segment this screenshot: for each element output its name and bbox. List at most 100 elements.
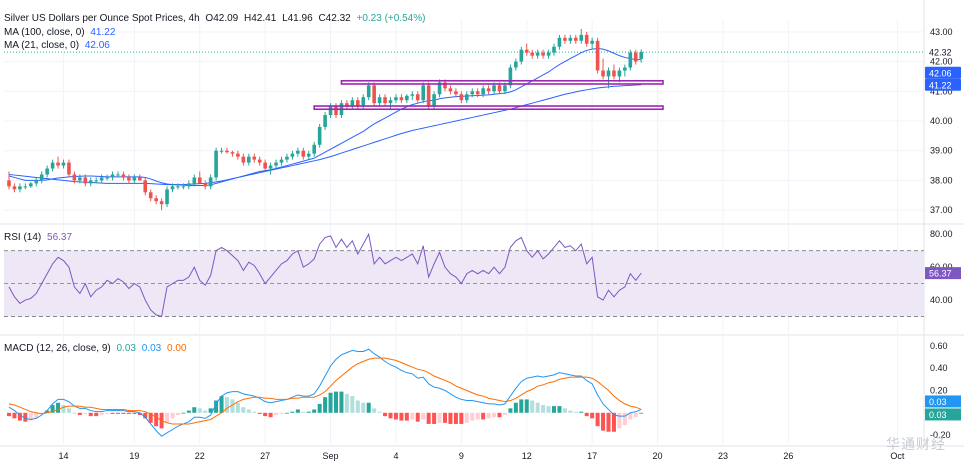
- ma100-value: 41.22: [90, 27, 116, 38]
- macd-hist-bar: [72, 412, 77, 414]
- candle-body: [628, 52, 633, 68]
- price-badge-bg: [925, 46, 961, 59]
- candle-body: [454, 91, 458, 95]
- candle-body: [301, 150, 306, 157]
- candle-body: [361, 97, 366, 107]
- macd-badge-bg: [925, 395, 961, 408]
- x-tick-label: Oct: [890, 451, 905, 461]
- macd-hist-bar: [219, 396, 224, 413]
- candle-body: [633, 52, 638, 62]
- candle-body: [143, 180, 148, 193]
- candle-body: [78, 177, 82, 181]
- candle-body: [67, 162, 71, 175]
- macd-hist-bar: [170, 412, 175, 419]
- macd-hist-bar: [552, 406, 556, 413]
- x-tick-label: 26: [783, 451, 793, 461]
- symbol-header: Silver US Dollars per Ounce Spot Prices,…: [4, 13, 425, 24]
- x-tick-label: 9: [459, 451, 464, 461]
- candle-body: [328, 106, 333, 116]
- candle-body: [225, 150, 229, 153]
- ma21-legend[interactable]: MA (21, close, 0) 42.06: [4, 40, 110, 51]
- macd-hist-bar: [165, 412, 170, 423]
- candle-body: [279, 159, 284, 163]
- macd-hist-bar: [192, 407, 197, 413]
- macd-hist-bar: [263, 412, 268, 417]
- rsi-legend[interactable]: RSI (14) 56.37: [4, 232, 72, 243]
- high-label: H: [244, 13, 252, 24]
- macd-label: MACD (12, 26, close, 9): [4, 343, 111, 354]
- macd-hist-bar: [617, 412, 622, 429]
- high-value: 42.41: [251, 13, 277, 24]
- candle-body: [263, 162, 267, 169]
- macd-hist-bar: [339, 391, 344, 413]
- candle-body: [546, 52, 551, 56]
- price-tick-label: 43.00: [930, 27, 953, 37]
- macd-legend[interactable]: MACD (12, 26, close, 9) 0.03 0.03 0.00: [4, 343, 186, 354]
- candle-body: [383, 97, 387, 104]
- macd-hist-bar: [28, 412, 33, 421]
- candle-body: [508, 67, 513, 86]
- macd-hist-bar: [421, 412, 426, 420]
- ma100-legend[interactable]: MA (100, close, 0) 41.22: [4, 27, 115, 38]
- watermark: 华通财经: [886, 437, 946, 453]
- price-tick-label: 40.00: [930, 116, 953, 126]
- rsi-line: [8, 232, 642, 318]
- macd-hist-bar: [88, 412, 93, 417]
- ma21-line: [8, 48, 642, 186]
- macd-hist-bar: [143, 412, 148, 419]
- ma100-badge: 41.22: [929, 80, 952, 90]
- macd-hist-bar: [99, 412, 104, 416]
- macd-hist-bar: [524, 399, 529, 413]
- candle-body: [61, 162, 66, 166]
- candle-body: [94, 180, 98, 182]
- macd-hist-bar: [334, 391, 338, 413]
- candle-body: [88, 180, 93, 184]
- change-value: +0.23 (+0.54%): [356, 13, 426, 24]
- macd-hist-bar: [443, 412, 447, 423]
- open-value: 42.09: [213, 13, 239, 24]
- macd-hist-bar: [497, 412, 502, 418]
- candle-body: [208, 177, 213, 187]
- candle-body: [187, 183, 191, 187]
- candle-body: [405, 95, 409, 101]
- x-tick-label: Sep: [323, 451, 339, 461]
- macd-hist-bar: [415, 412, 420, 422]
- macd-hist-bar: [573, 411, 578, 413]
- candle-body: [530, 52, 534, 56]
- candle-body: [606, 70, 611, 77]
- macd-hist-bar: [301, 411, 306, 413]
- candle-body: [639, 52, 643, 59]
- macd-hist-bar: [61, 404, 66, 413]
- signal-value: 0.03: [141, 343, 162, 354]
- candle-body: [312, 144, 316, 154]
- candle-body: [296, 150, 300, 154]
- price-badge: 42.32: [929, 48, 952, 58]
- macd-hist-bar: [404, 412, 409, 421]
- macd-hist-bar: [203, 410, 208, 413]
- candle-body: [18, 186, 22, 190]
- macd-hist-bar: [257, 412, 262, 414]
- candle-body: [465, 94, 469, 101]
- macd-hist-bar: [595, 412, 600, 427]
- macd-hist-bar: [486, 412, 491, 419]
- candle-body: [356, 100, 360, 107]
- candle-body: [121, 174, 126, 178]
- macd-hist-bar: [393, 412, 398, 420]
- candle-body: [257, 159, 262, 163]
- candle-body: [23, 186, 28, 188]
- candle-body: [563, 37, 567, 41]
- candle-body: [197, 177, 202, 184]
- macd-hist-bar: [45, 410, 50, 413]
- close-label: C: [318, 13, 326, 24]
- candle-body: [437, 82, 442, 95]
- macd-hist-bar: [306, 411, 311, 413]
- low-value: 41.96: [287, 13, 313, 24]
- macd-line: [8, 348, 642, 437]
- macd-hist-bar: [590, 412, 595, 419]
- macd-hist-bar: [214, 400, 219, 413]
- candle-body: [50, 162, 55, 169]
- candle-body: [448, 88, 453, 92]
- macd-hist-bar: [17, 412, 22, 421]
